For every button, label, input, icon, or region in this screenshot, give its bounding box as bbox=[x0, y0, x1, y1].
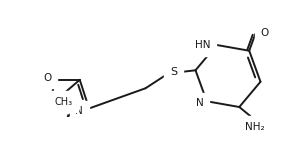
Text: S: S bbox=[170, 67, 177, 77]
Text: N: N bbox=[53, 99, 61, 109]
Text: O: O bbox=[43, 73, 51, 83]
Text: N: N bbox=[75, 106, 83, 116]
Text: N: N bbox=[196, 98, 204, 108]
Text: CH₃: CH₃ bbox=[55, 97, 73, 107]
Text: NH₂: NH₂ bbox=[245, 122, 265, 132]
Text: O: O bbox=[260, 28, 268, 38]
Text: HN: HN bbox=[195, 40, 211, 50]
